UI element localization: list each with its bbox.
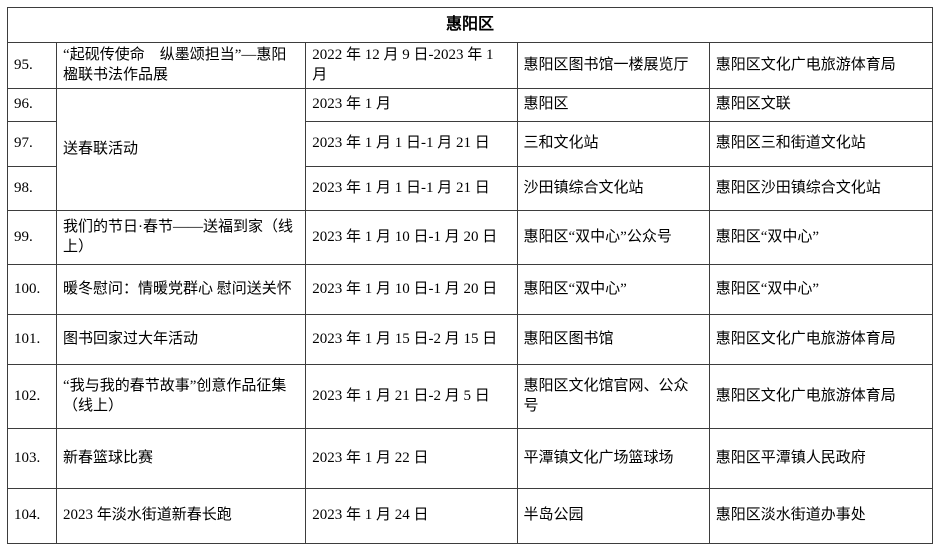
activity-cell: 暖冬慰问：情暖党群心 慰问送关怀	[56, 264, 307, 315]
organizer-cell: 惠阳区“双中心”	[708, 264, 934, 315]
activity-cell: 图书回家过大年活动	[56, 314, 307, 365]
location-cell: 惠阳区图书馆一楼展览厅	[516, 42, 710, 89]
activity-cell: 我们的节日·春节——送福到家（线上）	[56, 210, 307, 265]
date-cell: 2023 年 1 月 21 日-2 月 5 日	[305, 364, 518, 429]
date-cell: 2023 年 1 月 10 日-1 月 20 日	[305, 264, 518, 315]
table-body: 95. “起砚传使命 纵墨颂担当”—惠阳楹联书法作品展 2022 年 12 月 9 …	[6, 42, 934, 544]
date-cell: 2023 年 1 月 1 日-1 月 21 日	[305, 166, 518, 211]
table-row: 95. “起砚传使命 纵墨颂担当”—惠阳楹联书法作品展 2022 年 12 月 9 …	[6, 42, 934, 89]
date-cell: 2023 年 1 月 24 日	[305, 488, 518, 544]
location-cell: 惠阳区图书馆	[516, 314, 710, 365]
activity-cell: 新春篮球比赛	[56, 428, 307, 489]
activity-cell: 2023 年淡水街道新春长跑	[56, 488, 307, 544]
date-cell: 2023 年 1 月 10 日-1 月 20 日	[305, 210, 518, 265]
table-row: 103. 新春篮球比赛 2023 年 1 月 22 日平潭镇文化广场篮球场 惠阳区平潭…	[6, 428, 934, 489]
date-cell: 2023 年 1 月	[305, 88, 518, 122]
row-number-cell: 102.	[6, 364, 58, 429]
location-cell: 半岛公园	[516, 488, 710, 544]
table-row: 102. “我与我的春节故事”创意作品征集（线上） 2023 年 1 月 21 日-…	[6, 364, 934, 429]
activity-cell: 送春联活动	[56, 88, 307, 211]
date-cell: 2023 年 1 月 1 日-1 月 21 日	[305, 121, 518, 167]
location-cell: 三和文化站	[516, 121, 710, 167]
table-row: 96. 送春联活动 2023 年 1 月惠阳区 惠阳区文联	[6, 88, 934, 211]
row-number-cell: 96.	[6, 88, 58, 122]
location-cell: 惠阳区“双中心”公众号	[516, 210, 710, 265]
activity-cell: “起砚传使命 纵墨颂担当”—惠阳楹联书法作品展	[56, 42, 307, 89]
date-cell: 2023 年 1 月 15 日-2 月 15 日	[305, 314, 518, 365]
row-number-cell: 103.	[6, 428, 58, 489]
table-header-row: 惠阳区	[7, 7, 933, 43]
table-row: 104. 2023 年淡水街道新春长跑 2023 年 1 月 24 日半岛公园 惠阳区…	[6, 488, 934, 544]
date-cell: 2023 年 1 月 22 日	[305, 428, 518, 489]
location-cell: 惠阳区	[516, 88, 710, 122]
location-cell: 惠阳区“双中心”	[516, 264, 710, 315]
organizer-cell: 惠阳区文化广电旅游体育局	[708, 42, 934, 89]
organizer-cell: 惠阳区淡水街道办事处	[708, 488, 934, 544]
organizer-cell: 惠阳区文化广电旅游体育局	[708, 314, 934, 365]
region-title: 惠阳区	[7, 7, 933, 43]
activities-table: 惠阳区 95. “起砚传使命 纵墨颂担当”—惠阳楹联书法作品展 2022 年 12 …	[6, 7, 934, 544]
location-cell: 惠阳区文化馆官网、公众号	[516, 364, 710, 429]
row-number-cell: 100.	[6, 264, 58, 315]
table-row: 101. 图书回家过大年活动 2023 年 1 月 15 日-2 月 15 日惠阳区…	[6, 314, 934, 365]
row-number-cell: 95.	[6, 42, 58, 89]
table-row: 98. 2023 年 1 月 1 日-1 月 21 日沙田镇综合文化站 惠阳区沙田镇…	[6, 166, 934, 211]
organizer-cell: 惠阳区三和街道文化站	[708, 121, 934, 167]
location-cell: 沙田镇综合文化站	[516, 166, 710, 211]
organizer-cell: 惠阳区文联	[708, 88, 934, 122]
row-number-cell: 98.	[6, 166, 58, 211]
table-row: 99. 我们的节日·春节——送福到家（线上） 2023 年 1 月 10 日-1 月…	[6, 210, 934, 265]
row-number-cell: 104.	[6, 488, 58, 544]
organizer-cell: 惠阳区文化广电旅游体育局	[708, 364, 934, 429]
location-cell: 平潭镇文化广场篮球场	[516, 428, 710, 489]
table-row: 97. 2023 年 1 月 1 日-1 月 21 日三和文化站 惠阳区三和街道文化…	[6, 121, 934, 167]
row-number-cell: 101.	[6, 314, 58, 365]
activity-cell: “我与我的春节故事”创意作品征集（线上）	[56, 364, 307, 429]
table-row: 100. 暖冬慰问：情暖党群心 慰问送关怀 2023 年 1 月 10 日-1 月 …	[6, 264, 934, 315]
organizer-cell: 惠阳区沙田镇综合文化站	[708, 166, 934, 211]
organizer-cell: 惠阳区“双中心”	[708, 210, 934, 265]
organizer-cell: 惠阳区平潭镇人民政府	[708, 428, 934, 489]
row-number-cell: 99.	[6, 210, 58, 265]
row-number-cell: 97.	[6, 121, 58, 167]
date-cell: 2022 年 12 月 9 日-2023 年 1 月	[305, 42, 518, 89]
